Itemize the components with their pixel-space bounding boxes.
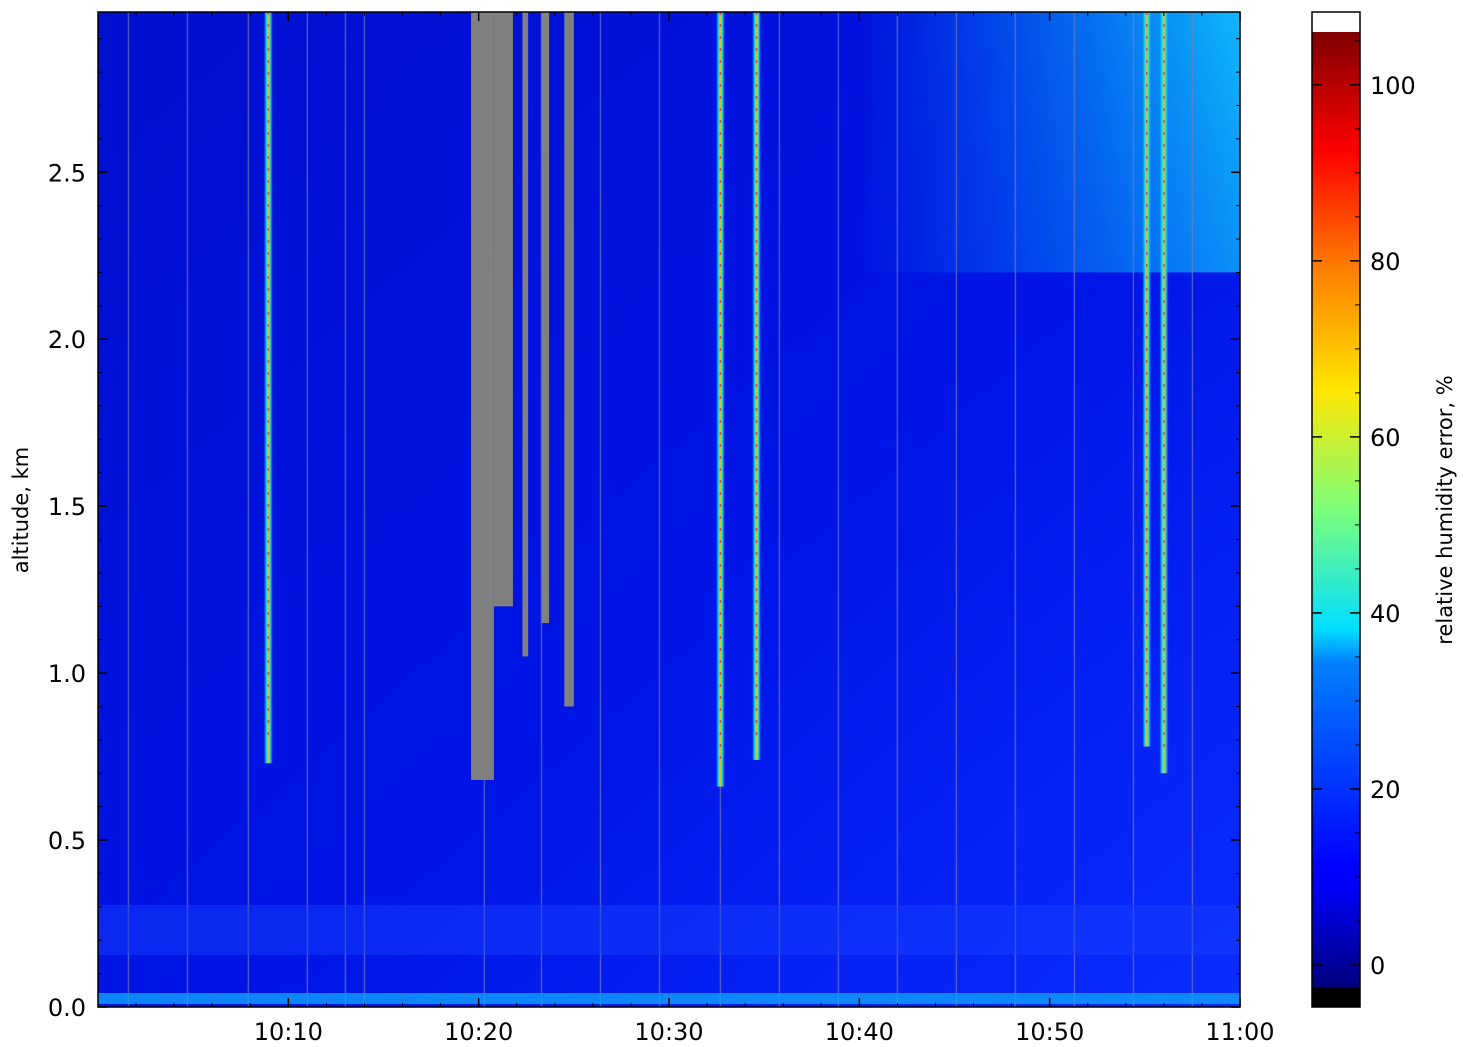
y-axis: 0.0 0.5 1.0 1.5 2.0 2.5 xyxy=(48,38,1240,1022)
near-surface-band xyxy=(98,905,1240,955)
no-data-region xyxy=(564,12,574,707)
colorbar-over-swatch xyxy=(1312,12,1360,32)
high-error-streak xyxy=(1142,12,1152,747)
y-tick-label: 1.0 xyxy=(48,660,86,688)
plot-area xyxy=(98,12,1240,1007)
high-error-streak xyxy=(715,12,725,787)
colorbar-under-swatch xyxy=(1312,987,1360,1007)
colorbar-tick-label: 100 xyxy=(1370,72,1416,100)
y-tick-label: 0.0 xyxy=(48,994,86,1022)
y-tick-label: 2.0 xyxy=(48,326,86,354)
y-tick-label: 0.5 xyxy=(48,827,86,855)
no-data-region xyxy=(493,12,513,607)
high-error-streak xyxy=(263,12,273,764)
colorbar-frame xyxy=(1311,11,1361,1008)
colorbar-tick-label: 80 xyxy=(1370,248,1401,276)
x-tick-label: 10:20 xyxy=(444,1018,513,1046)
y-tick-label: 2.5 xyxy=(48,159,86,187)
upper-right-elevated-error xyxy=(859,12,1240,273)
x-tick-label: 10:10 xyxy=(254,1018,323,1046)
colorbar-title: relative humidity error, % xyxy=(1433,375,1457,644)
colorbar-tick-label: 40 xyxy=(1370,600,1401,628)
x-tick-label: 10:30 xyxy=(634,1018,703,1046)
y-tick-label: 1.5 xyxy=(48,493,86,521)
colorbar: 0 20 40 60 80 100 relative humidity error, % xyxy=(1311,11,1457,1008)
colorbar-tick-label: 0 xyxy=(1370,952,1385,980)
colorbar-tick-label: 60 xyxy=(1370,424,1401,452)
upper-right-glow xyxy=(859,12,1240,273)
no-data-region xyxy=(541,12,550,624)
high-error-streak xyxy=(1159,12,1169,774)
no-data-regions xyxy=(471,12,574,780)
colorbar-ticks: 0 20 40 60 80 100 xyxy=(1312,40,1416,980)
colorbar-gradient xyxy=(1312,32,1360,987)
x-tick-label: 10:50 xyxy=(1015,1018,1084,1046)
no-data-region xyxy=(471,12,494,780)
colorbar-tick-label: 20 xyxy=(1370,776,1401,804)
x-axis: 10:10 10:20 10:30 10:40 10:50 11:00 xyxy=(135,12,1275,1046)
x-tick-label: 11:00 xyxy=(1205,1018,1274,1046)
y-axis-title: altitude, km xyxy=(9,447,33,574)
x-tick-label: 10:40 xyxy=(825,1018,894,1046)
no-data-region xyxy=(522,12,529,657)
high-error-streaks xyxy=(263,12,1169,787)
